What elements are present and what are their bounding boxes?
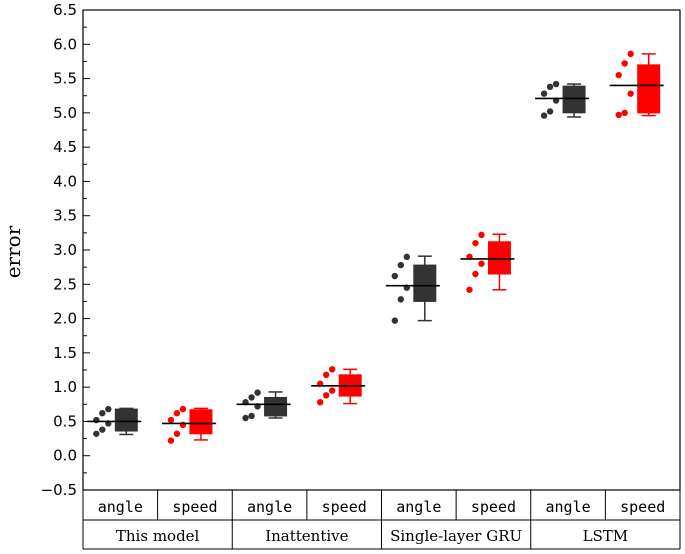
angle-data-point: [93, 416, 100, 424]
angle-data-point: [397, 296, 405, 303]
y-tick-label: 6.0: [53, 35, 77, 53]
category-label: speed: [471, 498, 516, 516]
angle-data-point: [105, 405, 112, 413]
speed-data-point: [615, 71, 622, 79]
speed-data-point: [472, 270, 479, 278]
speed-data-point: [167, 416, 175, 424]
speed-box: [637, 64, 661, 114]
y-tick-label: 3.5: [53, 207, 77, 225]
y-tick-label: 4.5: [53, 138, 77, 156]
y-tick-label: 2.0: [53, 310, 77, 328]
angle-data-point: [546, 108, 554, 115]
angle-data-point: [391, 272, 399, 280]
category-label: angle: [247, 498, 292, 516]
angle-data-point: [248, 394, 255, 401]
speed-data-point: [621, 60, 628, 67]
speed-data-point: [167, 437, 175, 444]
group-label: Single-layer GRU: [390, 527, 522, 545]
speed-data-point: [179, 421, 187, 429]
category-label: angle: [396, 498, 441, 516]
angle-data-point: [403, 253, 411, 261]
angle-data-point: [248, 412, 255, 420]
speed-data-point: [173, 410, 181, 417]
speed-data-point: [472, 239, 479, 247]
category-label: speed: [322, 498, 367, 516]
angle-data-point: [397, 261, 405, 269]
speed-data-point: [478, 260, 485, 267]
category-label: angle: [545, 498, 590, 516]
y-tick-label: 1.5: [53, 344, 77, 362]
y-axis-label: error: [1, 225, 25, 278]
angle-box: [264, 396, 288, 417]
y-tick-label: 3.0: [53, 241, 77, 259]
speed-data-point: [322, 371, 330, 378]
angle-box: [562, 85, 586, 114]
angle-box: [413, 264, 437, 302]
angle-data-point: [540, 112, 548, 119]
speed-data-point: [316, 399, 324, 406]
y-tick-label: 5.5: [53, 70, 77, 88]
speed-data-point: [627, 90, 634, 97]
speed-data-point: [478, 231, 485, 239]
speed-data-point: [466, 286, 473, 293]
category-label: speed: [172, 498, 217, 516]
group-label: Inattentive: [265, 527, 348, 545]
angle-data-point: [391, 317, 399, 324]
speed-data-point: [173, 430, 181, 437]
angle-box: [114, 408, 138, 432]
group-label: LSTM: [583, 527, 629, 545]
speed-data-point: [615, 111, 622, 119]
angle-data-point: [93, 430, 100, 437]
category-label: angle: [98, 498, 143, 516]
angle-data-point: [242, 414, 249, 422]
y-tick-label: 1.0: [53, 378, 77, 396]
speed-box: [189, 409, 213, 435]
speed-data-point: [322, 392, 330, 399]
angle-data-point: [99, 426, 106, 433]
group-label: This model: [116, 527, 200, 545]
speed-data-point: [328, 366, 336, 373]
angle-data-point: [99, 410, 106, 417]
y-tick-label: 2.5: [53, 275, 77, 293]
y-tick-label: 4.0: [53, 172, 77, 190]
y-tick-label: 5.0: [53, 104, 77, 122]
speed-data-point: [627, 50, 634, 58]
chart-area: −0.5 0.0 0.5 1.0 1.5 2.0 2.5 3.0 3.5 4.0 4.5 5.0 5.5…: [41, 1, 681, 550]
angle-data-point: [254, 389, 261, 396]
y-tick-label: 6.5: [53, 1, 77, 19]
angle-data-point: [546, 83, 554, 91]
speed-data-point: [621, 109, 628, 117]
speed-data-point: [328, 387, 336, 394]
y-tick-label: −0.5: [41, 481, 77, 499]
angle-data-point: [540, 90, 548, 97]
y-tick-label: 0.5: [53, 412, 77, 430]
angle-data-point: [552, 80, 560, 88]
speed-box: [487, 241, 511, 275]
y-tick-label: 0.0: [53, 447, 77, 465]
category-label: speed: [620, 498, 665, 516]
speed-data-point: [179, 405, 187, 413]
